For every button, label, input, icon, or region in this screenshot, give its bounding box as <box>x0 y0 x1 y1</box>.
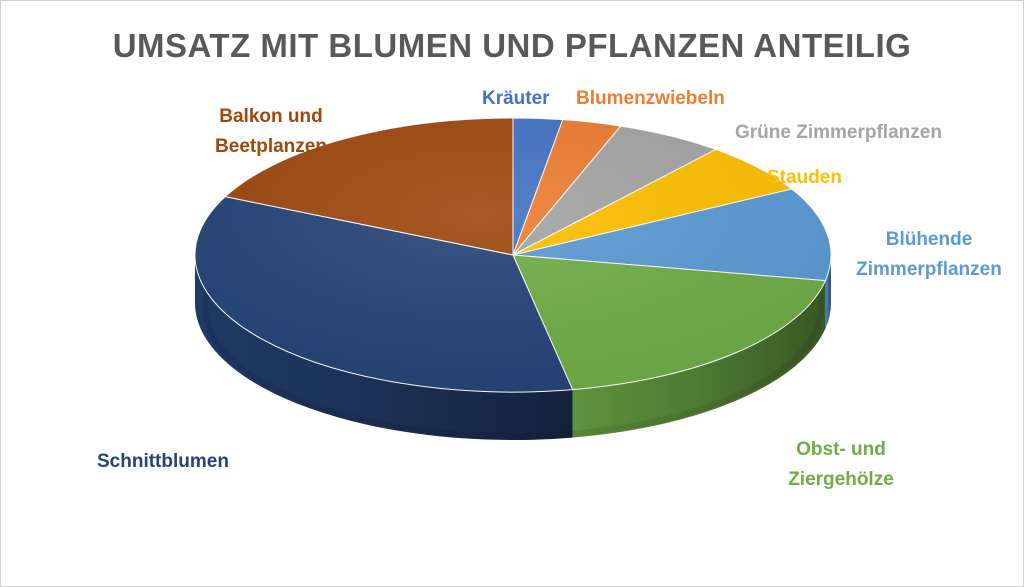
label-bluehende-zimmerpflanzen: Blühende Zimmerpflanzen <box>856 229 1002 280</box>
label-schnittblumen: Schnittblumen <box>97 451 229 472</box>
label-balkon-beetplanzen: Balkon und Beetplanzen <box>215 106 327 157</box>
pie-side-5 <box>572 280 826 438</box>
pie-side-6 <box>195 255 573 441</box>
label-kraeuter: Kräuter <box>482 88 550 109</box>
label-blumenzwiebeln: Blumenzwiebeln <box>576 88 725 109</box>
label-obst-ziergehoelze: Obst- und Ziergehölze <box>788 439 894 490</box>
label-gruene-zimmerpflanzen: Grüne Zimmerpflanzen <box>735 122 942 143</box>
label-stauden: Stauden <box>767 167 842 188</box>
chart-title: UMSATZ MIT BLUMEN UND PFLANZEN ANTEILIG <box>112 27 912 64</box>
